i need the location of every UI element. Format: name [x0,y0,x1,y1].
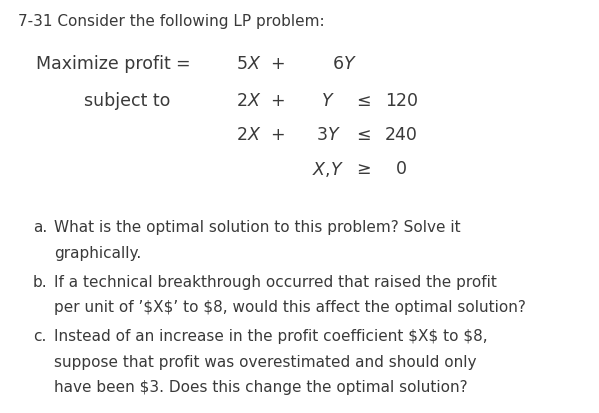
Text: graphically.: graphically. [54,246,141,261]
Text: $Y$: $Y$ [322,92,335,110]
Text: 240: 240 [385,126,418,145]
Text: 7-31 Consider the following LP problem:: 7-31 Consider the following LP problem: [18,14,325,29]
Text: Maximize profit: Maximize profit [36,55,171,73]
Text: a.: a. [33,220,47,235]
Text: If a technical breakthrough occurred that raised the profit: If a technical breakthrough occurred tha… [54,275,497,290]
Text: 5$X$  +: 5$X$ + [236,55,285,73]
Text: What is the optimal solution to this problem? Solve it: What is the optimal solution to this pro… [54,220,461,235]
Text: suppose that profit was overestimated and should only: suppose that profit was overestimated an… [54,355,476,370]
Text: ≥: ≥ [356,160,371,178]
Text: subject to: subject to [84,92,171,110]
Text: 2$X$  +: 2$X$ + [236,92,285,110]
Text: ≤: ≤ [356,126,371,145]
Text: 120: 120 [385,92,418,110]
Text: 3$Y$: 3$Y$ [316,126,341,145]
Text: b.: b. [33,275,47,290]
Text: 6$Y$: 6$Y$ [332,55,357,73]
Text: Instead of an increase in the profit coefficient $X$ to $8,: Instead of an increase in the profit coe… [54,329,488,344]
Text: ≤: ≤ [356,92,371,110]
Text: =: = [176,55,190,73]
Text: 2$X$  +: 2$X$ + [236,126,285,145]
Text: per unit of ’$X$’ to $8, would this affect the optimal solution?: per unit of ’$X$’ to $8, would this affe… [54,300,526,315]
Text: $X$,$Y$: $X$,$Y$ [312,160,344,179]
Text: have been $3. Does this change the optimal solution?: have been $3. Does this change the optim… [54,380,468,395]
Text: 0: 0 [396,160,407,178]
Text: c.: c. [33,329,46,344]
